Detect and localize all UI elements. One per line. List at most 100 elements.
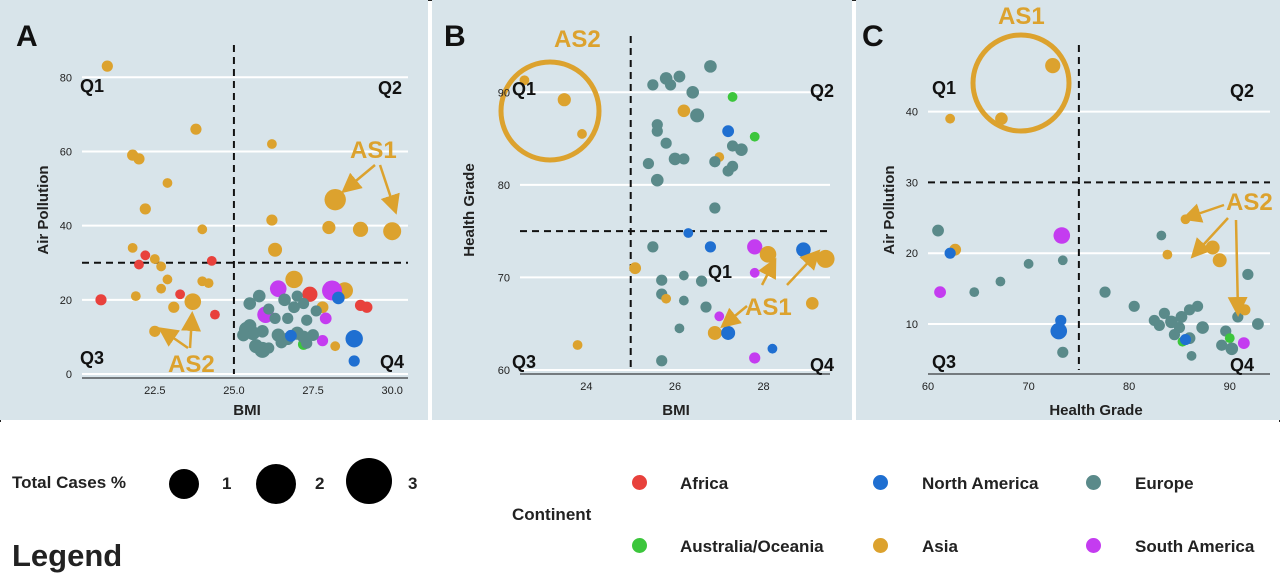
data-point [749, 131, 760, 142]
data-point [656, 274, 668, 286]
annotation-label: AS2 [1226, 189, 1273, 216]
annotation-arrow [1227, 219, 1248, 317]
data-point [1179, 333, 1192, 346]
data-point [577, 129, 587, 139]
data-point [269, 312, 281, 324]
data-point [557, 93, 571, 107]
data-point [284, 329, 297, 342]
data-point [282, 312, 294, 324]
quadrant-label: Q2 [1230, 81, 1254, 101]
data-point [1186, 350, 1197, 361]
data-point [747, 239, 763, 255]
y-tick-label: 40 [60, 221, 72, 233]
data-point [285, 270, 303, 289]
x-tick-label: 60 [922, 381, 934, 393]
data-point [139, 203, 151, 215]
legend-size-2: 2 [315, 474, 325, 493]
quadrant-label: Q2 [810, 81, 834, 101]
y-tick-label: 90 [498, 87, 510, 99]
x-tick-label: 30.0 [381, 385, 402, 397]
data-point [816, 249, 835, 268]
annotation-arrow [720, 305, 748, 329]
data-point [310, 305, 322, 317]
legend-size-3: 3 [408, 474, 418, 493]
data-point [661, 293, 672, 304]
annotation-arrow [378, 164, 400, 215]
data-point [1057, 346, 1069, 358]
data-point [278, 293, 291, 307]
data-point [656, 355, 668, 367]
data-point [184, 293, 202, 310]
data-point [945, 113, 956, 124]
panel-c: AS1 AS2 Q1 Q2 Q3 Q4 60 70 80 90 10 20 30 40 Health Gra… [856, 0, 1280, 420]
data-point [383, 222, 402, 241]
data-point [695, 275, 708, 287]
data-point [678, 270, 689, 281]
legend-south-america: South America [1135, 537, 1255, 556]
legend-australia: Australia/Oceania [680, 537, 824, 556]
data-point [301, 314, 313, 326]
y-tick-label: 20 [906, 248, 918, 260]
legend-continent-title: Continent [512, 505, 592, 524]
x-axis-label: BMI [233, 402, 261, 419]
annotation-circle [498, 59, 602, 163]
y-tick-label: 60 [498, 365, 510, 377]
scatter-chart-a: AS1 AS2 Q1 Q2 Q3 Q4 22.5 25.0 27.5 30.0 0 20 40 60 80 B… [16, 20, 408, 419]
data-point [297, 297, 310, 310]
quadrant-label: Q4 [380, 352, 404, 372]
data-point [1045, 58, 1061, 74]
data-point [319, 312, 332, 325]
y-tick-label: 0 [66, 369, 72, 381]
data-point [1162, 249, 1173, 260]
data-point [674, 323, 685, 334]
annotation-arrow [181, 311, 202, 349]
data-point [127, 242, 138, 253]
x-tick-label: 22.5 [144, 385, 165, 397]
data-point [243, 297, 257, 310]
data-point [1099, 286, 1111, 298]
y-tick-label: 80 [498, 180, 510, 192]
panel-letter: C [862, 20, 884, 53]
data-point [237, 328, 250, 342]
data-point [1191, 300, 1204, 312]
data-point [749, 352, 761, 364]
quadrant-label: Q1 [708, 262, 732, 282]
data-point [650, 173, 664, 187]
data-point [345, 330, 363, 348]
data-point [735, 143, 748, 156]
data-point [1239, 304, 1251, 316]
y-tick-label: 20 [60, 295, 72, 307]
data-point [156, 261, 167, 272]
quadrant-label: Q3 [512, 352, 536, 372]
panel-a: AS1 AS2 Q1 Q2 Q3 Q4 22.5 25.0 27.5 30.0 0 20 40 60 80 B… [0, 0, 428, 420]
panel-letter: A [16, 20, 38, 53]
data-point [519, 75, 530, 86]
x-tick-label: 80 [1123, 381, 1135, 393]
data-point [322, 220, 336, 235]
data-point [332, 291, 345, 305]
x-tick-label: 24 [580, 381, 592, 393]
data-point [1050, 322, 1068, 340]
data-point [659, 72, 673, 85]
y-tick-label: 70 [498, 272, 510, 284]
data-point [796, 242, 811, 257]
data-point [642, 157, 655, 170]
data-point [1023, 258, 1034, 269]
data-point [275, 336, 288, 349]
quadrant-label: Q3 [932, 352, 956, 372]
data-point [95, 294, 107, 306]
x-tick-label: 27.5 [302, 385, 323, 397]
data-point [256, 325, 269, 338]
legend-north-america: North America [922, 474, 1039, 493]
y-tick-label: 30 [906, 177, 918, 189]
quadrant-label: Q4 [1230, 355, 1254, 375]
data-point [709, 202, 721, 214]
data-point [673, 70, 686, 83]
data-point [149, 254, 160, 264]
annotation-arrow [341, 164, 376, 194]
legend-area: Total Cases % 1 2 3 Legend Continent Afr… [0, 422, 1280, 582]
annotation-label: AS2 [168, 351, 215, 378]
south-america-swatch [1086, 538, 1101, 553]
data-point [266, 214, 278, 226]
data-point [352, 221, 369, 237]
